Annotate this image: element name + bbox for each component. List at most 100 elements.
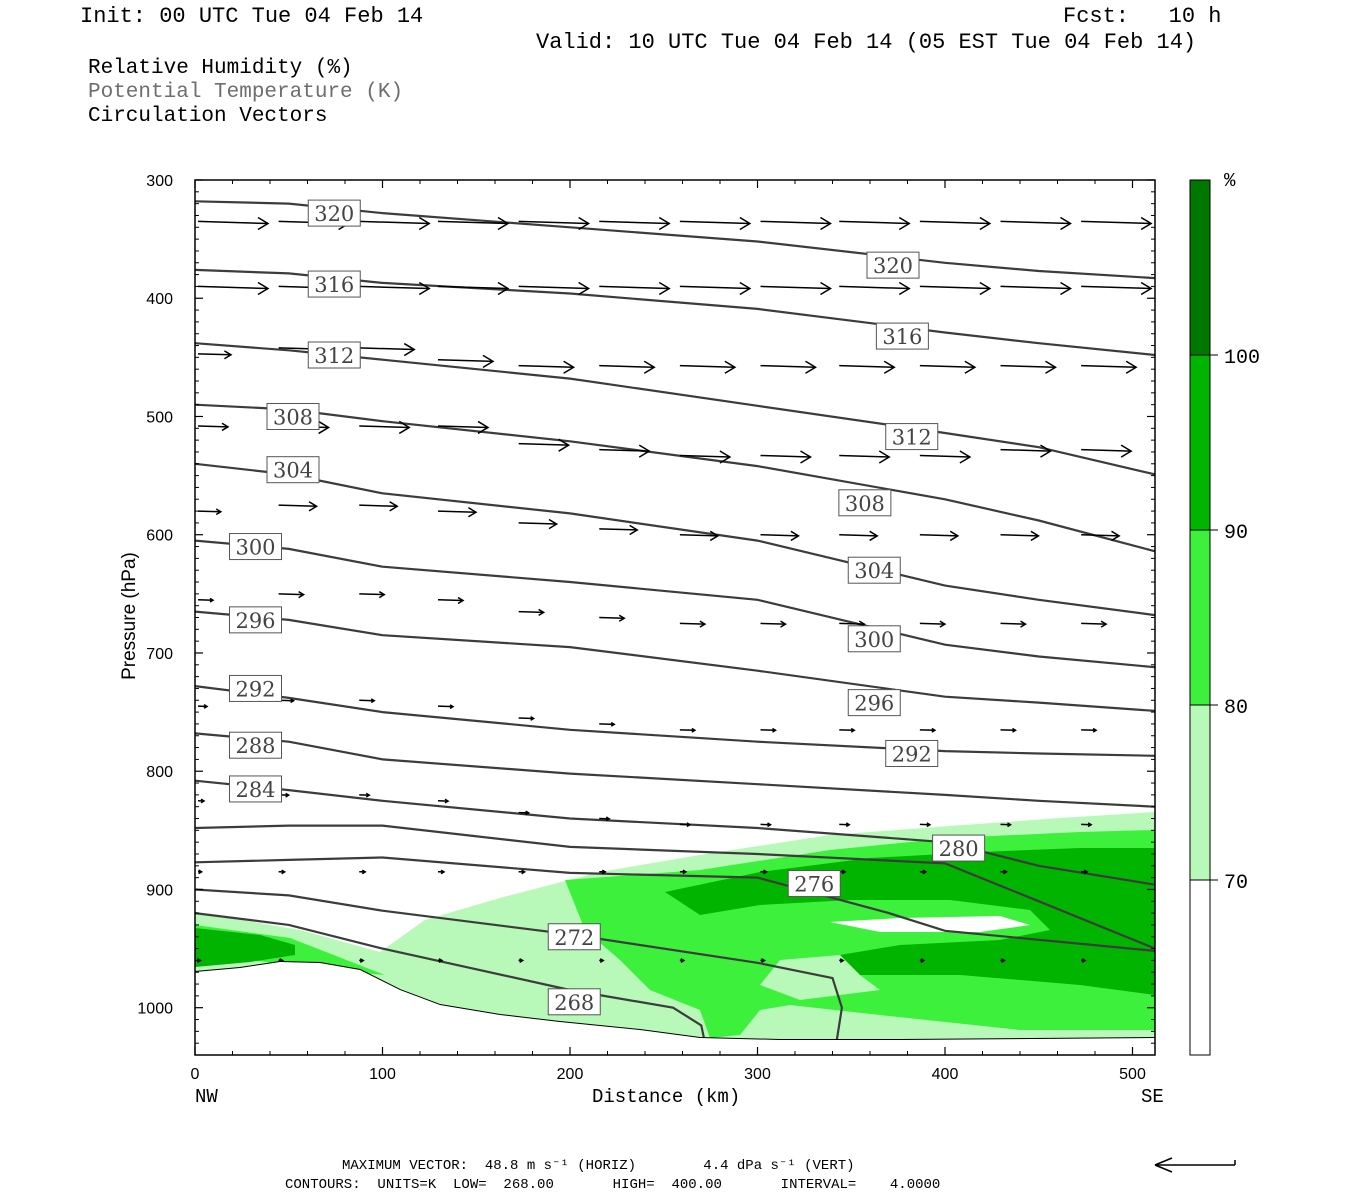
x-tick-label: 400 <box>932 1066 959 1083</box>
svg-text:276: 276 <box>794 873 834 897</box>
y-tick-label: 400 <box>146 291 173 308</box>
wind-vector <box>919 620 947 628</box>
theta-contour-288 <box>195 732 1155 808</box>
wind-vector <box>359 792 371 798</box>
wind-vector <box>760 727 777 733</box>
wind-vector <box>1081 530 1121 542</box>
wind-vector <box>760 530 800 542</box>
wind-vector <box>197 216 270 231</box>
forecast-hour: Fcst: 10 h <box>1063 4 1222 29</box>
y-tick-label: 1000 <box>137 1001 173 1018</box>
x-tick-label: 300 <box>744 1066 771 1083</box>
wind-vector <box>919 530 960 542</box>
wind-vector <box>437 798 450 804</box>
colorbar-segment <box>1190 355 1210 530</box>
wind-vector <box>679 958 686 963</box>
wind-vector <box>278 501 319 512</box>
legend-rh: Relative Humidity (%) <box>88 57 353 80</box>
colorbar: 70 80 90 100 <box>1189 179 1260 1056</box>
wind-vector <box>679 727 697 733</box>
wind-vector <box>1081 869 1089 875</box>
wind-vector <box>919 216 992 231</box>
wind-vector <box>919 281 992 296</box>
theta-contour-label: 272 <box>547 923 601 951</box>
rh-dry-gap-2 <box>760 955 880 1000</box>
wind-vector <box>599 444 651 458</box>
wind-vector <box>437 507 478 518</box>
wind-vector <box>437 869 446 875</box>
y-tick-label: 900 <box>146 882 173 899</box>
wind-vector <box>679 869 688 875</box>
wind-vector <box>760 281 832 296</box>
wind-vector <box>359 698 376 704</box>
wind-vector <box>359 869 367 875</box>
theta-contour-label: 308 <box>838 489 892 517</box>
wind-vector <box>1000 216 1072 231</box>
wind-vector <box>518 608 546 616</box>
wind-vector <box>197 508 223 516</box>
svg-text:288: 288 <box>235 734 275 758</box>
wind-vector <box>1000 958 1006 963</box>
svg-text:316: 316 <box>882 325 922 349</box>
wind-vector <box>760 360 817 374</box>
wind-vector <box>518 810 531 816</box>
wind-vector <box>518 869 527 875</box>
x-tick-label: 0 <box>191 1066 200 1083</box>
theta-contour-label: 296 <box>229 606 282 634</box>
x-left-end-label: NW <box>195 1086 218 1108</box>
wind-vector <box>359 281 431 296</box>
theta-contour-label: 316 <box>307 270 361 298</box>
theta-contour-label: 304 <box>266 456 320 484</box>
svg-text:296: 296 <box>854 692 894 716</box>
terrain-fill <box>195 962 1155 1055</box>
theta-contour-label: 300 <box>229 533 282 561</box>
wind-vector <box>518 360 576 374</box>
wind-vector <box>1000 360 1057 374</box>
wind-vector <box>599 816 611 822</box>
wind-vector <box>679 216 752 231</box>
wind-vector <box>359 958 365 963</box>
wind-vector <box>1081 620 1108 628</box>
wind-vector <box>359 590 386 599</box>
wind-vector <box>197 869 204 875</box>
svg-text:292: 292 <box>235 677 275 701</box>
y-tick-label: 800 <box>146 764 173 781</box>
svg-text:312: 312 <box>892 426 932 450</box>
wind-vector <box>919 822 932 828</box>
wind-vector <box>599 524 639 536</box>
wind-vector <box>760 869 768 875</box>
wind-vector <box>437 704 455 710</box>
x-tick-label: 500 <box>1119 1066 1146 1083</box>
theta-contour-label: 284 <box>229 775 282 803</box>
svg-text:316: 316 <box>314 273 354 297</box>
theta-contour-label: 292 <box>885 739 939 767</box>
wind-vector <box>919 958 926 963</box>
x-tick-label: 200 <box>557 1066 584 1083</box>
y-tick-label: 700 <box>146 646 173 663</box>
wind-vector <box>1000 281 1072 296</box>
legend-vectors: Circulation Vectors <box>88 105 328 128</box>
wind-vector <box>518 438 571 452</box>
theta-contour-284 <box>195 779 1155 886</box>
wind-vector <box>518 518 559 530</box>
wind-vector <box>359 420 411 435</box>
wind-vector <box>1081 216 1153 231</box>
colorbar-label: 70 <box>1224 872 1248 895</box>
wind-vector <box>518 958 525 963</box>
wind-vector <box>760 822 772 828</box>
theta-contour-300 <box>195 539 1155 669</box>
wind-vector <box>679 360 737 374</box>
wind-vector <box>278 590 306 599</box>
theta-contour-label: 320 <box>307 199 361 227</box>
colorbar-segment <box>1190 880 1210 1055</box>
wind-vector <box>599 281 671 296</box>
wind-vector <box>437 958 444 963</box>
wind-vector <box>919 450 972 464</box>
wind-vector <box>278 869 287 875</box>
wind-vector <box>1081 822 1093 828</box>
wind-vector <box>679 620 707 628</box>
svg-text:268: 268 <box>554 991 594 1015</box>
wind-vector <box>437 596 465 605</box>
theta-contour-280 <box>195 824 1155 950</box>
theta-contour-276 <box>195 856 1155 952</box>
